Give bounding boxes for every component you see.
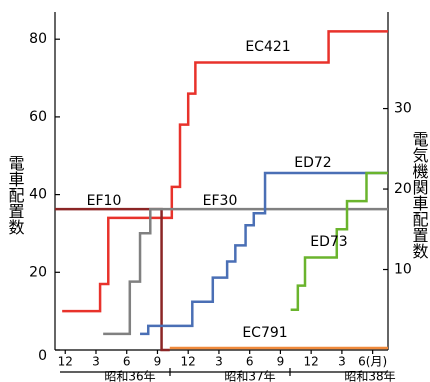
year-label: 昭和37年 (224, 370, 275, 382)
y-tick-label: 20 (29, 264, 47, 280)
y2-tick-label: 30 (394, 101, 412, 117)
step-line (62, 30, 388, 313)
y-axis-label: 電車配置数 (6, 155, 25, 235)
y-tick-label: 40 (29, 187, 47, 203)
x-tick-label: 12 (181, 355, 196, 369)
y2-tick-label: 10 (394, 262, 412, 278)
year-label: 昭和38年 (344, 370, 395, 382)
x-tick-label: 9 (277, 355, 285, 369)
series-label: ED73 (310, 234, 347, 250)
series-label: ED72 (294, 155, 331, 171)
step-line (103, 207, 388, 336)
x-tick-label: 3 (215, 355, 223, 369)
y2-axis-label: 電気機関車配置数 (410, 131, 429, 259)
y-tick-label: 60 (29, 109, 47, 125)
x-tick-label: 3 (92, 355, 100, 369)
x-tick-label: 12 (58, 355, 73, 369)
x-tick-label: 3 (338, 355, 346, 369)
y2-tick-label: 20 (394, 181, 412, 197)
series-label: EF30 (203, 193, 238, 209)
step-line (140, 171, 388, 336)
series-label: EC791 (242, 325, 287, 341)
x-tick-label: 12 (304, 355, 319, 369)
series-label: EC421 (245, 39, 290, 55)
x-tick-label: 6(月) (358, 355, 387, 369)
x-tick-label: 6 (246, 355, 254, 369)
y-tick-label: 80 (29, 31, 47, 47)
y-tick-label: 0 (38, 348, 47, 364)
x-tick-label: 9 (154, 355, 162, 369)
step-line (290, 171, 388, 312)
x-tick-label: 6 (123, 355, 131, 369)
series-label: EF10 (87, 193, 122, 209)
step-line (55, 207, 170, 352)
year-label: 昭和36年 (104, 370, 155, 382)
